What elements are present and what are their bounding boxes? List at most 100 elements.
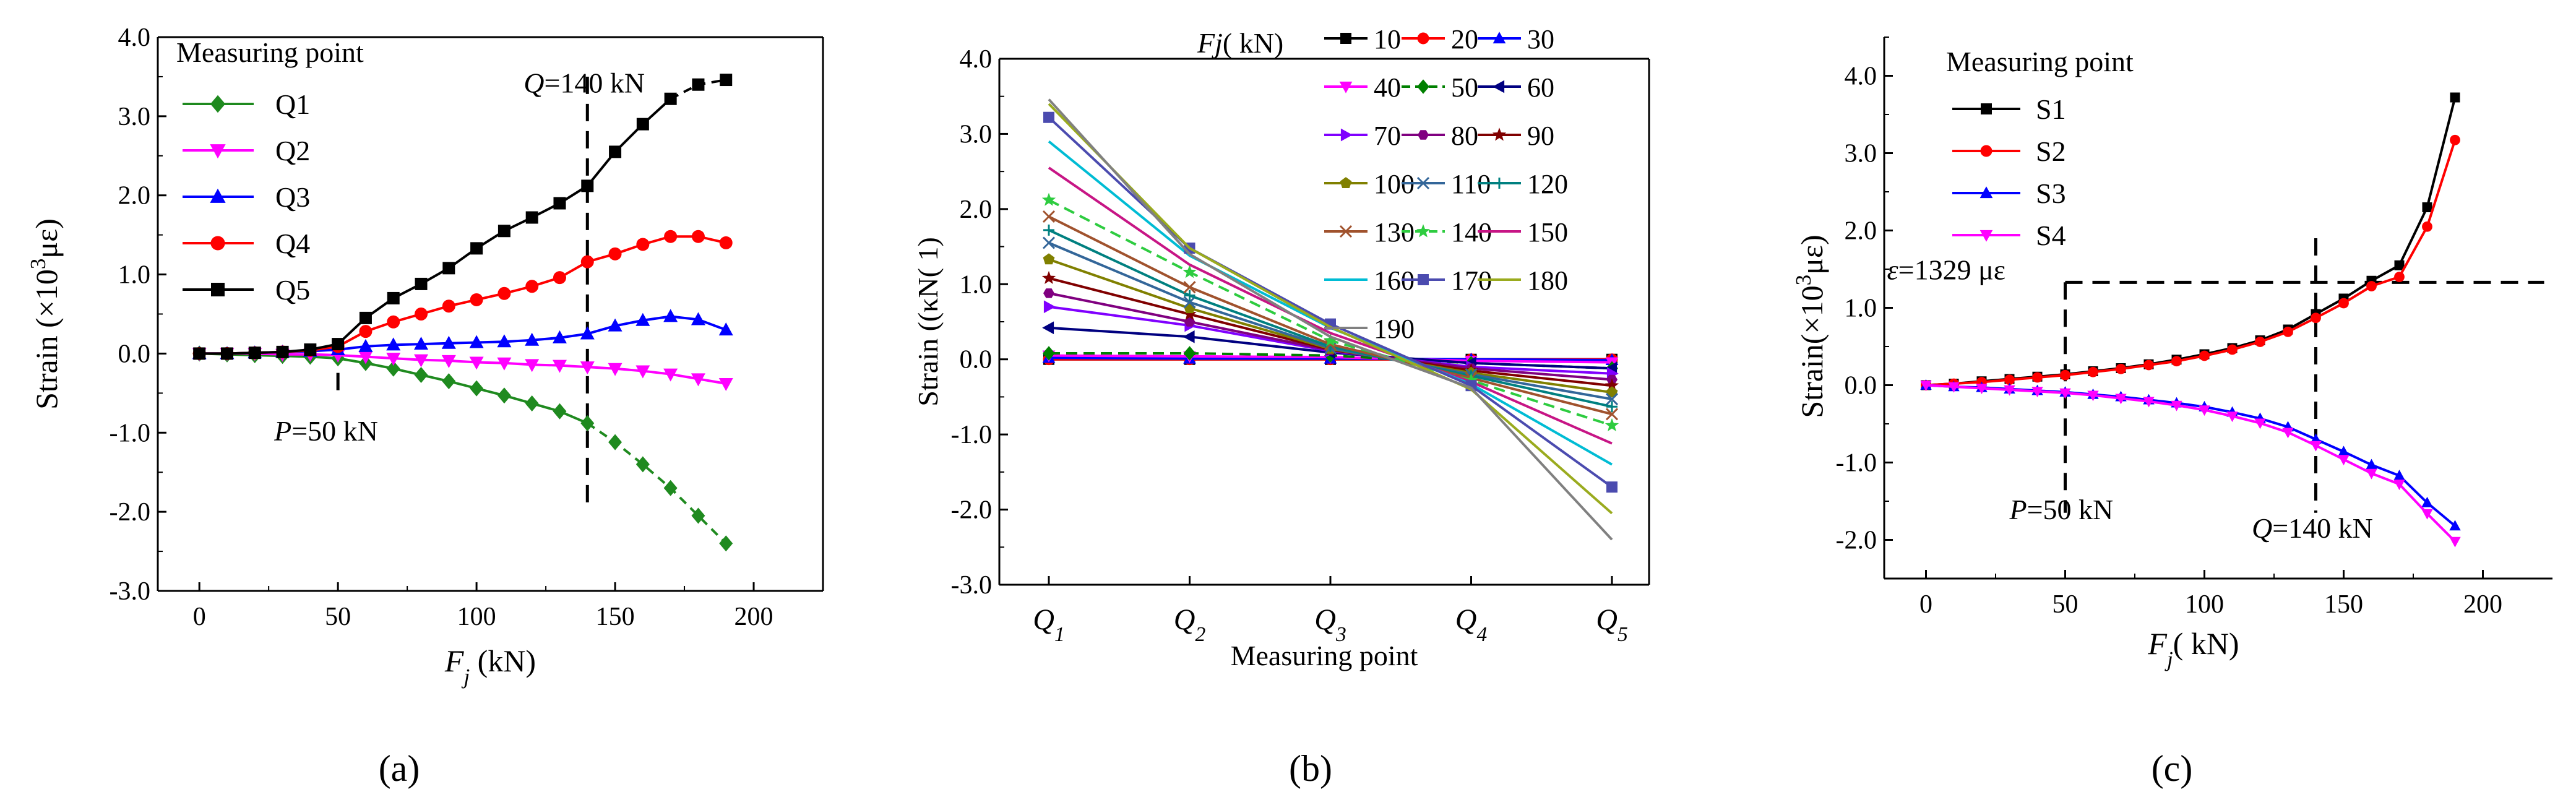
legend-label-Q4: Q4 (275, 228, 310, 259)
data-point-90 (1182, 307, 1197, 321)
data-point-S4 (1948, 382, 1960, 393)
data-point-Q5 (498, 225, 510, 238)
data-point-100 (1606, 386, 1618, 398)
legend-marker-130 (1339, 225, 1353, 238)
data-point-S4 (2171, 400, 2182, 411)
legend-label-Q5: Q5 (275, 274, 310, 306)
data-point-Q2 (497, 357, 512, 371)
data-point-S2 (2394, 272, 2405, 282)
x-tick-label: Q3 (1314, 603, 1346, 646)
data-point-Q2 (663, 368, 678, 382)
legend-marker-60 (1493, 80, 1505, 93)
data-point-Q4 (691, 230, 705, 243)
data-point-Q2 (718, 378, 733, 392)
y-tick-label: 1.0 (960, 270, 993, 299)
chart-panel-b: -3.0 -2.0 -1.0 0.0 1.0 2.0 3.0 4.0 Q1 Q2 Q3 Q4 Q5 Mea… (912, 24, 1650, 671)
data-point-Q2 (691, 373, 705, 387)
data-point-Q1 (525, 395, 539, 411)
data-point-Q4 (719, 236, 733, 249)
data-point-140 (1041, 192, 1056, 206)
legend-label-S2: S2 (2036, 136, 2066, 167)
data-point-140 (1464, 373, 1478, 387)
data-point-Q5 (553, 197, 566, 210)
data-point-Q3 (580, 326, 595, 340)
data-point-S4 (2199, 405, 2210, 416)
data-point-Q1 (553, 403, 567, 420)
data-point-Q1 (414, 366, 428, 383)
legend-label-S1: S1 (2036, 93, 2066, 125)
data-point-Q2 (469, 356, 484, 370)
data-point-Q3 (552, 330, 567, 343)
y-tick-label: -2.0 (951, 496, 993, 525)
data-point-Q3 (497, 334, 512, 348)
data-point-Q1 (635, 456, 650, 473)
legend-marker-50 (1417, 79, 1429, 94)
data-point-S4 (2366, 468, 2377, 480)
data-point-170 (1606, 481, 1618, 493)
series-line-S1 (1926, 97, 2457, 387)
data-point-S2 (2004, 374, 2015, 385)
data-point-S2 (2199, 350, 2210, 361)
data-point-Q2 (552, 359, 567, 373)
data-point-S4 (2310, 441, 2322, 452)
data-point-S4 (2004, 385, 2015, 396)
data-point-S3 (2393, 470, 2405, 480)
x-tick-label: 200 (2463, 590, 2502, 619)
legend-label-80: 80 (1451, 121, 1478, 151)
data-point-S1 (2450, 92, 2460, 103)
data-point-S4 (2059, 388, 2071, 399)
data-point-S3 (2421, 496, 2433, 507)
y-tick-label: -2.0 (1836, 527, 1877, 555)
annotation: Q=140 kN (523, 67, 645, 99)
legend-marker-S3 (1979, 186, 1993, 199)
y-tick-label: 0.0 (118, 340, 151, 368)
legend-marker-90 (1492, 127, 1507, 141)
x-tick-label: Q1 (1033, 603, 1064, 646)
data-point-S2 (2422, 221, 2432, 232)
data-point-Q1 (386, 360, 400, 377)
data-point-S3 (2338, 446, 2350, 457)
data-point-S3 (2449, 520, 2461, 531)
data-point-S2 (2338, 298, 2349, 309)
x-tick-label: 200 (734, 603, 773, 631)
data-point-120 (1606, 401, 1618, 413)
data-point-50 (1183, 346, 1196, 361)
series-line-150 (1048, 166, 1613, 445)
legend-marker-70 (1340, 128, 1353, 142)
annotation: P=50 kN (274, 415, 378, 447)
legend-marker-80 (1418, 130, 1429, 140)
data-point-S2 (2060, 369, 2070, 381)
legend-marker-Q5 (211, 283, 225, 296)
data-point-S4 (2282, 428, 2294, 439)
legend-label-20: 20 (1451, 24, 1478, 54)
data-point-120 (1184, 290, 1195, 301)
legend-label-S4: S4 (2036, 220, 2066, 251)
legend-marker-S1 (1981, 103, 1992, 114)
data-point-S2 (2116, 363, 2126, 374)
data-point-Q4 (442, 299, 455, 313)
legend-marker-140 (1416, 224, 1431, 238)
x-axis-label: Measuring point (1231, 640, 1418, 671)
legend-label-190: 190 (1374, 314, 1415, 344)
data-point-S4 (2393, 480, 2405, 491)
chart-panel-a: -3.0 -2.0 -1.0 0.0 1.0 2.0 3.0 4.0 0 50 100 150 200 F… (26, 24, 824, 689)
data-point-S4 (2031, 387, 2043, 398)
y-tick-label: -3.0 (110, 577, 151, 606)
data-point-S2 (2450, 134, 2460, 145)
series-line-S4 (1926, 384, 2456, 543)
data-point-S2 (2255, 337, 2265, 347)
y-tick-label: 2.0 (1845, 217, 1877, 246)
data-point-Q5 (442, 262, 455, 275)
data-point-Q5 (304, 343, 317, 356)
data-point-Q3 (718, 322, 733, 336)
data-point-140 (1182, 265, 1197, 278)
legend-marker-20 (1417, 32, 1429, 45)
x-tick-label: 0 (1919, 590, 1932, 619)
y-tick-label: -1.0 (110, 419, 151, 447)
data-point-Q2 (414, 354, 429, 368)
data-point-Q1 (442, 373, 456, 390)
x-tick-label: 0 (193, 603, 206, 631)
data-point-Q3 (608, 318, 622, 332)
data-point-Q3 (691, 312, 705, 325)
chart-panel-c: -2.0 -1.0 0.0 1.0 2.0 3.0 4.0 0 50 100 150 200 Fj( k… (1791, 37, 2552, 671)
